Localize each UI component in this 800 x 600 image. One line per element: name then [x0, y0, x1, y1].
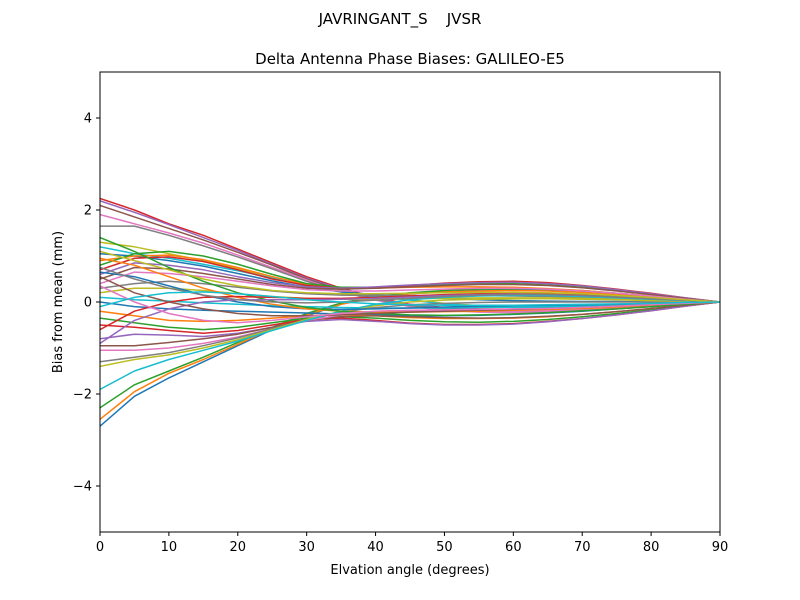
series-line — [100, 291, 720, 308]
x-tick-label: 30 — [298, 540, 315, 555]
series-line — [100, 266, 720, 303]
x-tick-label: 70 — [574, 540, 591, 555]
x-tick-label: 40 — [367, 540, 384, 555]
series-line — [100, 301, 720, 340]
chart-title: Delta Antenna Phase Biases: GALILEO-E5 — [255, 50, 565, 68]
y-tick-label: 0 — [84, 296, 92, 311]
y-tick-label: −4 — [73, 480, 92, 495]
x-tick-label: 20 — [230, 540, 247, 555]
series-line — [100, 285, 720, 324]
series-layer — [100, 197, 720, 427]
figure-suptitle: JAVRINGANT_S JVSR — [318, 10, 482, 29]
x-axis-label: Elvation angle (degrees) — [330, 563, 489, 578]
x-axis: 0 10 20 30 40 50 60 70 80 90 — [96, 532, 728, 555]
series-line — [100, 262, 720, 303]
y-tick-label: 4 — [84, 112, 92, 127]
x-tick-label: 50 — [436, 540, 453, 555]
series-line — [100, 301, 720, 331]
series-line — [100, 298, 720, 368]
series-line — [100, 271, 720, 303]
series-line — [100, 250, 720, 303]
series-line — [100, 301, 720, 352]
y-axis-label: Bias from mean (mm) — [51, 231, 66, 373]
x-tick-label: 90 — [712, 540, 729, 555]
series-line — [100, 266, 720, 304]
x-tick-label: 60 — [505, 540, 522, 555]
y-axis: −4 −2 0 2 4 — [73, 112, 100, 495]
series-line — [100, 301, 720, 347]
y-tick-label: 2 — [84, 204, 92, 219]
x-tick-label: 10 — [161, 540, 178, 555]
x-tick-label: 0 — [96, 540, 104, 555]
series-line — [100, 294, 720, 391]
y-tick-label: −2 — [73, 388, 92, 403]
x-tick-label: 80 — [643, 540, 660, 555]
series-line — [100, 236, 720, 317]
